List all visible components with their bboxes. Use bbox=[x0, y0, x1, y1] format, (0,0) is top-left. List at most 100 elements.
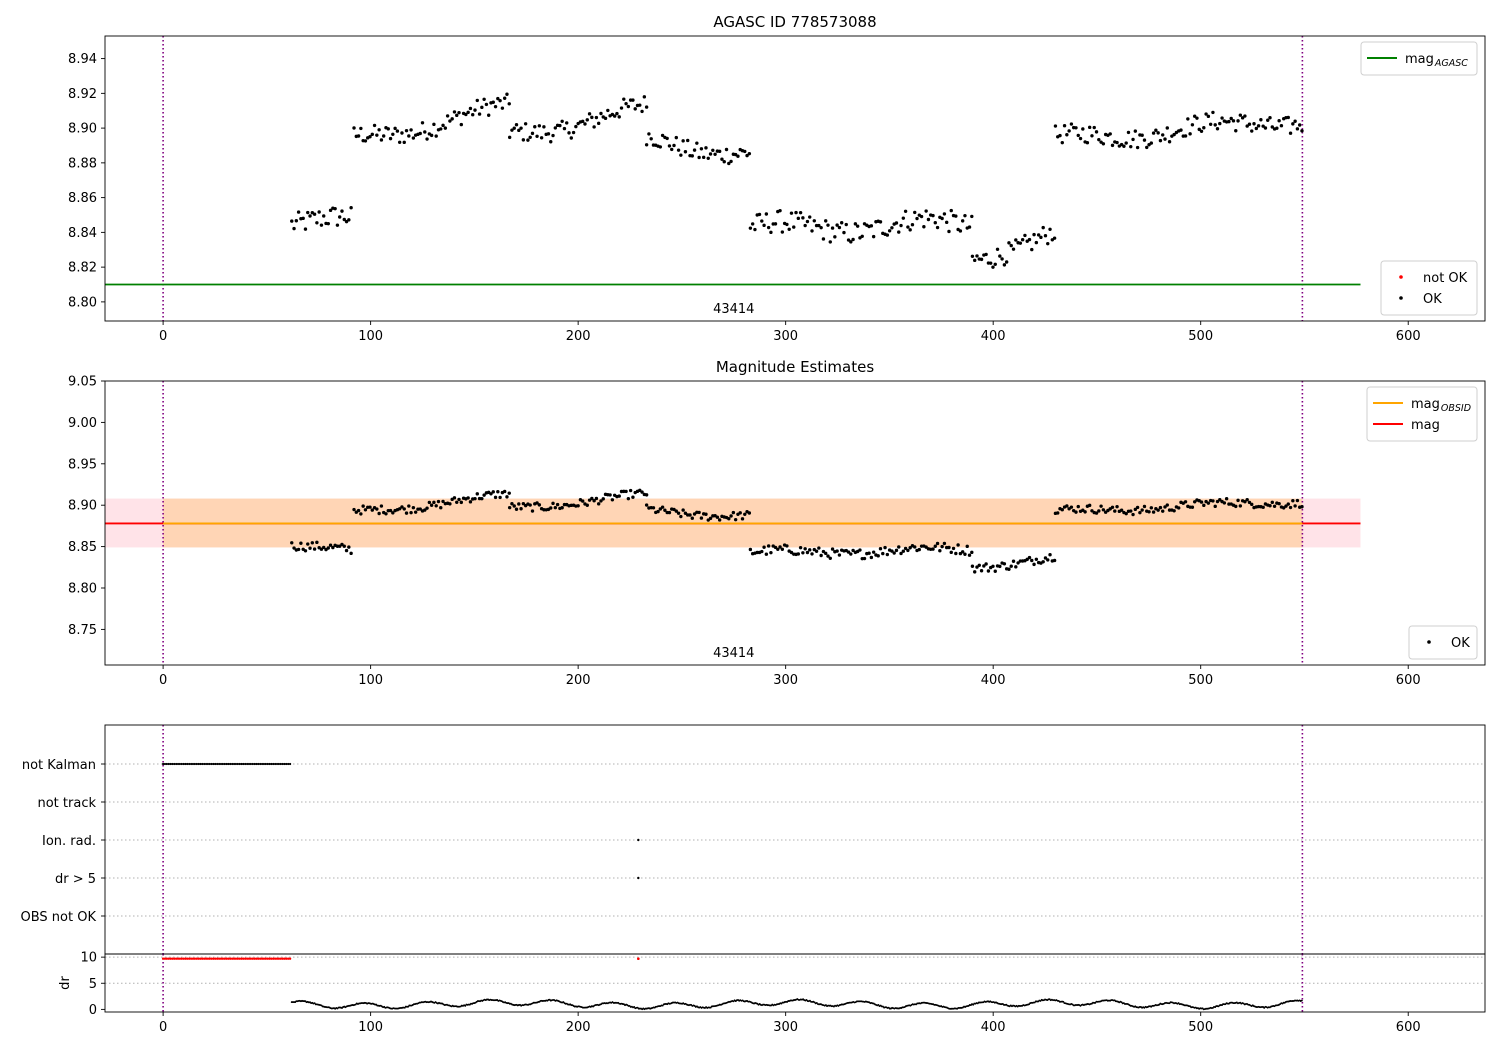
data-point-ok bbox=[400, 131, 404, 135]
dr-point-not-ok bbox=[202, 957, 206, 960]
data-point-ok bbox=[919, 214, 924, 219]
flag-point bbox=[289, 762, 292, 766]
data-point-ok bbox=[1030, 558, 1034, 563]
y-tick-label: 0 bbox=[89, 1003, 97, 1018]
data-point-ok bbox=[498, 98, 502, 103]
data-point-ok bbox=[356, 508, 361, 513]
data-point-ok bbox=[480, 496, 484, 501]
data-point-ok bbox=[493, 495, 498, 500]
data-point-ok bbox=[489, 492, 493, 496]
data-point-ok bbox=[551, 133, 555, 138]
x-tick-label: 400 bbox=[981, 329, 1006, 344]
data-point-ok bbox=[738, 511, 742, 515]
data-point-ok bbox=[901, 216, 906, 220]
data-point-ok bbox=[409, 128, 413, 132]
y-tick-label: 8.90 bbox=[68, 122, 97, 137]
data-point-ok bbox=[328, 543, 333, 547]
data-point-ok bbox=[549, 506, 553, 510]
data-point-ok bbox=[1025, 557, 1029, 562]
data-point-ok bbox=[372, 123, 377, 128]
data-point-ok bbox=[970, 550, 974, 555]
data-point-ok bbox=[851, 237, 855, 242]
data-point-ok bbox=[860, 234, 864, 238]
flag-point bbox=[259, 762, 262, 766]
flag-category-label: Ion. rad. bbox=[42, 834, 96, 849]
data-point-ok bbox=[338, 544, 342, 548]
y-tick-label: 8.92 bbox=[68, 87, 97, 102]
data-point-ok bbox=[901, 549, 906, 553]
dr-point-not-ok bbox=[285, 957, 288, 960]
data-point-ok bbox=[740, 517, 745, 521]
data-point-ok bbox=[1177, 506, 1181, 510]
data-point-ok bbox=[1211, 499, 1215, 503]
data-point-ok bbox=[551, 501, 555, 506]
obsid-label: 43414 bbox=[713, 302, 754, 317]
data-point-ok bbox=[322, 545, 326, 550]
data-point-ok bbox=[312, 212, 317, 216]
data-point-ok bbox=[296, 210, 301, 214]
data-point-ok bbox=[998, 254, 1002, 258]
data-point-ok bbox=[1286, 115, 1290, 120]
dr-point-not-ok bbox=[193, 957, 197, 960]
data-point-ok bbox=[1043, 234, 1048, 238]
dr-point-not-ok bbox=[279, 957, 282, 960]
data-point-ok bbox=[1126, 130, 1131, 135]
data-point-ok bbox=[887, 229, 892, 233]
data-point-ok bbox=[1240, 116, 1245, 120]
data-point-ok bbox=[1030, 247, 1034, 252]
data-point-ok bbox=[631, 495, 635, 499]
data-point-ok bbox=[423, 130, 427, 134]
data-point-ok bbox=[1129, 509, 1133, 513]
data-point-ok bbox=[331, 545, 335, 550]
data-point-ok bbox=[352, 126, 356, 130]
dr-point-not-ok bbox=[182, 957, 185, 960]
data-point-ok bbox=[787, 227, 791, 232]
data-point-ok bbox=[471, 113, 475, 117]
data-point-ok bbox=[1007, 241, 1011, 245]
data-point-ok bbox=[507, 505, 512, 510]
data-point-ok bbox=[833, 235, 837, 239]
data-point-ok bbox=[1192, 500, 1197, 504]
data-point-ok bbox=[951, 546, 956, 551]
data-point-ok bbox=[660, 133, 665, 138]
data-point-ok bbox=[542, 125, 546, 129]
data-point-ok bbox=[326, 221, 330, 226]
data-point-ok bbox=[432, 122, 436, 127]
flag-point bbox=[206, 762, 210, 766]
dr-point-not-ok bbox=[288, 957, 292, 960]
dr-point-not-ok bbox=[270, 957, 273, 960]
data-point-ok bbox=[512, 126, 516, 130]
data-point-ok bbox=[796, 216, 801, 221]
data-point-ok bbox=[388, 136, 393, 141]
data-point-ok bbox=[411, 505, 416, 510]
data-point-ok bbox=[1122, 144, 1126, 148]
data-point-ok bbox=[1016, 561, 1020, 565]
data-point-ok bbox=[1081, 127, 1085, 131]
dr-point-not-ok bbox=[253, 957, 256, 960]
dr-point-ok bbox=[633, 1006, 636, 1008]
data-point-ok bbox=[576, 504, 580, 508]
data-point-ok bbox=[599, 111, 603, 116]
flag-point bbox=[264, 762, 267, 766]
data-point-ok bbox=[521, 501, 526, 506]
x-tick-label: 100 bbox=[358, 1020, 383, 1035]
data-point-ok bbox=[701, 155, 706, 160]
data-point-ok bbox=[824, 219, 828, 223]
data-point-ok bbox=[926, 217, 931, 222]
flag-point bbox=[232, 762, 236, 766]
data-point-ok bbox=[679, 153, 683, 157]
dr-point-not-ok bbox=[208, 957, 211, 960]
data-point-ok bbox=[753, 227, 757, 232]
legend-frame bbox=[1360, 41, 1478, 76]
data-point-ok bbox=[558, 123, 562, 128]
data-point-ok bbox=[801, 216, 805, 220]
data-point-ok bbox=[798, 210, 803, 215]
data-point-ok bbox=[475, 98, 479, 103]
data-point-ok bbox=[423, 508, 427, 512]
data-point-ok bbox=[846, 550, 851, 554]
data-point-ok bbox=[711, 148, 715, 153]
data-point-ok bbox=[1179, 128, 1183, 132]
flag-point bbox=[173, 762, 176, 766]
data-point-ok bbox=[846, 238, 851, 242]
data-point-ok bbox=[830, 226, 835, 230]
